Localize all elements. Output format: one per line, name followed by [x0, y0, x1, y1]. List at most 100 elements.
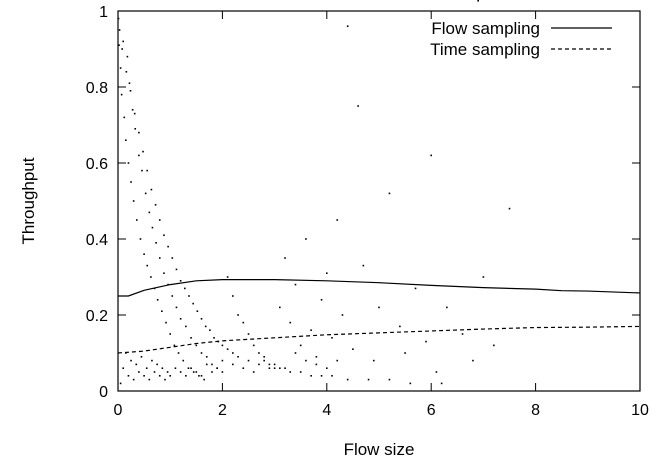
scatter-point [123, 116, 126, 119]
scatter-point [252, 371, 255, 373]
scatter-point [134, 128, 137, 130]
scatter-point [155, 242, 157, 244]
scatter-point [336, 219, 339, 221]
scatter-point [179, 371, 182, 373]
scatter-point [477, 0, 479, 2]
scatter-point [211, 371, 213, 373]
scatter-point [161, 367, 164, 369]
scatter-point [226, 276, 229, 278]
scatter-point [148, 211, 151, 214]
scatter-point [279, 306, 281, 309]
scatter-point [187, 367, 190, 369]
scatter-point [331, 337, 333, 339]
scatter-point [294, 283, 297, 286]
scatter-point [179, 318, 182, 320]
scatter-point [158, 219, 161, 221]
scatter-point [320, 299, 323, 301]
scatter-point [192, 302, 194, 305]
scatter-point [232, 363, 234, 366]
scatter-point [242, 321, 245, 324]
x-tick-label: 2 [218, 402, 227, 419]
scatter-point [242, 367, 245, 369]
scatter-point [190, 337, 192, 339]
scatter-point [118, 29, 121, 31]
scatter-point [320, 375, 323, 377]
scatter-point [188, 295, 190, 297]
scatter-point [184, 287, 186, 290]
scatter-point [273, 363, 276, 366]
scatter-point [122, 40, 125, 43]
scatter-point [247, 333, 250, 335]
scatter-point [138, 154, 140, 157]
scatter-point [378, 306, 380, 309]
scatter-point [493, 344, 495, 347]
scatter-point [294, 352, 297, 354]
scatter-point [192, 371, 195, 373]
scatter-point [268, 367, 271, 369]
scatter-point [141, 169, 143, 172]
scatter-point [150, 276, 152, 278]
series-lines-layer [117, 279, 641, 354]
scatter-point [171, 257, 174, 259]
legend-label: Time sampling [430, 40, 540, 59]
scatter-point [174, 367, 177, 369]
y-tick-label: 0.6 [86, 156, 108, 173]
x-tick-label: 8 [531, 402, 540, 419]
scatter-point [247, 359, 250, 362]
scatter-point [179, 280, 182, 282]
scatter-point [171, 295, 174, 297]
scatter-point [263, 359, 265, 362]
legend-label: Flow sampling [431, 19, 540, 38]
scatter-point [315, 356, 318, 358]
scatter-point [388, 192, 391, 195]
scatter-point [122, 367, 125, 369]
scatter-point [130, 181, 132, 183]
scatter-point [200, 375, 203, 377]
scatter-point [146, 169, 149, 172]
scatter-point [200, 318, 203, 320]
scatter-point [163, 272, 165, 274]
scatter-point [237, 356, 239, 358]
scatter-point [125, 139, 127, 141]
scatter-point [150, 188, 153, 191]
scatter-point [461, 333, 464, 335]
scatter-point [346, 378, 349, 381]
scatter-point [198, 375, 200, 377]
scatter-point [158, 375, 161, 377]
scatter-point [127, 375, 130, 377]
y-tick-label: 0.4 [86, 232, 108, 249]
scatter-point [299, 344, 302, 347]
scatter-point [279, 367, 281, 369]
scatter-point [161, 310, 163, 312]
x-tick-label: 10 [631, 402, 649, 419]
scatter-point [252, 344, 255, 347]
y-tick-label: 0.2 [86, 308, 108, 325]
x-axis-title: Flow size [344, 440, 415, 459]
scatter-point [129, 90, 132, 92]
scatter-point [131, 109, 134, 111]
scatter-point [120, 93, 123, 96]
scatter-point [435, 371, 438, 373]
scatter-point [143, 375, 145, 377]
scatter-point [331, 375, 333, 377]
scatter-point [166, 371, 169, 373]
scatter-point [209, 329, 211, 331]
scatter-point [126, 55, 129, 58]
scatter-point [125, 71, 128, 73]
scatter-point [177, 352, 180, 354]
scatter-point [145, 367, 148, 369]
axes-layer: 0 2 4 6 8 10 0 0.2 0.4 0.6 0.8 1 Flow size Throughput [19, 4, 649, 459]
scatter-point [148, 378, 151, 381]
scatter-point [472, 359, 474, 362]
scatter-point [404, 352, 406, 354]
scatter-point [305, 238, 307, 240]
scatter-point [130, 359, 132, 362]
x-tick-label: 6 [427, 402, 436, 419]
scatter-point [151, 226, 154, 229]
scatter-point [289, 321, 292, 324]
scatter-point [226, 348, 229, 350]
scatter-point [154, 204, 157, 206]
scatter-point [169, 333, 171, 335]
scatter-point [205, 356, 208, 358]
